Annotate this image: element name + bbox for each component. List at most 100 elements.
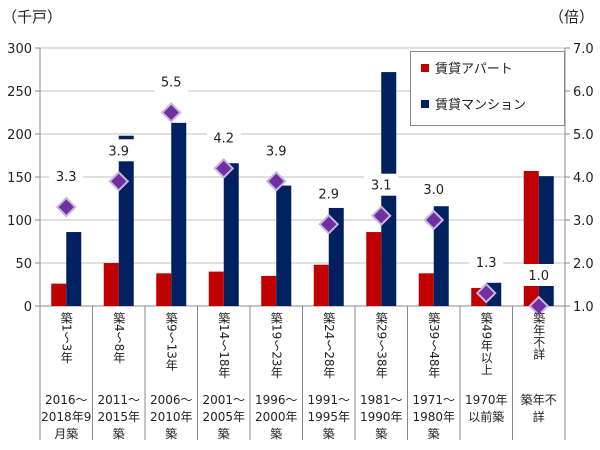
right-tick-label: 1.0 (573, 300, 594, 315)
category-age-label: 築14～18年 (216, 312, 231, 379)
right-tick-label: 6.0 (573, 85, 594, 100)
category-period-line: 1995年 (307, 410, 351, 424)
category-age-label: 築9～13年 (164, 312, 179, 371)
data-label: 3.3 (56, 170, 77, 185)
right-tick-label: 7.0 (573, 42, 594, 57)
data-label-bg (101, 139, 136, 162)
data-label: 4.2 (213, 131, 234, 146)
bar-apartment (261, 275, 277, 306)
category-period-line: 築 (427, 427, 440, 441)
data-label: 1.3 (476, 256, 497, 271)
category-period-line: 2000年 (254, 410, 298, 424)
category-period-line: 2001～ (202, 393, 246, 407)
bar-mansion (66, 232, 82, 306)
data-label-bg (469, 251, 504, 274)
category-period-label: 1970年以前築 (460, 392, 513, 426)
category-age-label: 築19～23年 (269, 312, 284, 379)
category-period-line: 1991～ (307, 393, 351, 407)
legend-label: 賃貸アパート (435, 62, 513, 77)
bar-apartment (366, 232, 382, 306)
category-age-label: 築29～38年 (374, 312, 389, 379)
category-period-line: 築 (270, 427, 283, 441)
category-period-line: 2005年 (202, 410, 246, 424)
data-label-bg (259, 139, 294, 162)
data-label-bg (311, 182, 346, 205)
category-period-label: 1971～ 1980年築 (408, 392, 461, 443)
data-label-bg (154, 70, 189, 93)
legend-swatch-red (421, 63, 429, 72)
right-tick-label: 4.0 (573, 171, 594, 186)
data-label: 3.1 (371, 179, 392, 194)
data-label-bg (206, 126, 241, 149)
category-period-line: 2016～ (44, 393, 88, 407)
category-period-line: 1996～ (254, 393, 298, 407)
category-period-line: 以前築 (468, 410, 505, 424)
left-tick-label: 50 (15, 257, 32, 272)
category-period-line: 1990年 (359, 410, 403, 424)
right-tick-label: 2.0 (573, 257, 594, 272)
bar-apartment (51, 283, 67, 306)
left-tick-label: 250 (7, 85, 32, 100)
bar-apartment (208, 271, 224, 306)
left-tick-label: 150 (7, 171, 32, 186)
category-period-line: 詳 (532, 410, 545, 424)
bar-mansion (328, 207, 344, 306)
bar-mansion (433, 206, 449, 306)
bar-apartment (103, 263, 119, 306)
left-tick-label: 200 (7, 128, 32, 143)
category-period-line: 2018年9 (41, 410, 92, 424)
left-axis-unit: （千戸） (2, 8, 63, 26)
ratio-marker (213, 157, 235, 179)
bar-mansion (171, 122, 187, 306)
legend-label: 賃貸マンション (435, 98, 527, 113)
data-label-bg (521, 264, 556, 286)
right-tick-label: 3.0 (573, 214, 594, 229)
ratio-marker (370, 205, 392, 227)
category-period-line: 月築 (54, 427, 79, 441)
left-tick-label: 300 (7, 42, 32, 57)
category-period-line: 築 (375, 427, 388, 441)
ratio-marker (108, 170, 130, 192)
category-period-label: 2006～ 2010年築 (145, 392, 198, 443)
bar-apartment (418, 273, 434, 306)
category-age-label: 築4～8年 (111, 312, 126, 364)
category-period-label: 2011～ 2015年築 (93, 392, 146, 443)
legend-item-apartment: 賃貸アパート (421, 58, 513, 77)
category-period-label: 築年不詳 (513, 392, 566, 426)
left-tick-label: 0 (24, 300, 32, 315)
category-age-label: 築年不詳 (531, 312, 546, 360)
ratio-marker (160, 102, 182, 123)
left-tick-label: 100 (7, 214, 32, 229)
bar-mansion (223, 163, 239, 306)
category-period-line: 築 (112, 427, 125, 441)
category-age-label: 築39～48年 (426, 312, 441, 379)
data-label: 2.9 (318, 187, 339, 202)
ratio-marker (265, 170, 287, 192)
category-period-label: 2016～ 2018年9 月築 (40, 392, 93, 443)
category-period-label: 1991～ 1995年築 (303, 392, 356, 443)
data-label: 3.9 (108, 144, 129, 159)
category-period-line: 1970年 (464, 393, 508, 407)
bar-apartment (313, 264, 329, 306)
data-label-bg (49, 165, 84, 188)
category-period-line: 築年不 (520, 393, 557, 407)
category-period-line: 2011～ (97, 393, 141, 407)
category-period-label: 1996～ 2000年築 (250, 392, 303, 443)
category-period-line: 2006～ (149, 393, 193, 407)
data-label-bg (416, 178, 451, 200)
ratio-marker (423, 209, 445, 231)
category-age-label: 築1～3年 (59, 312, 74, 364)
category-period-line: 1981～ (359, 393, 403, 407)
data-label: 3.9 (266, 144, 287, 159)
category-period-label: 1981～ 1990年築 (355, 392, 408, 443)
category-period-line: 築 (322, 427, 335, 441)
ratio-marker (475, 282, 497, 304)
category-period-line: 1980年 (412, 410, 456, 424)
data-label: 1.0 (528, 269, 549, 284)
right-axis-unit: （倍） (548, 8, 594, 26)
bar-apartment (156, 273, 172, 306)
data-label-bg (364, 173, 399, 196)
category-period-line: 1971～ (412, 393, 456, 407)
